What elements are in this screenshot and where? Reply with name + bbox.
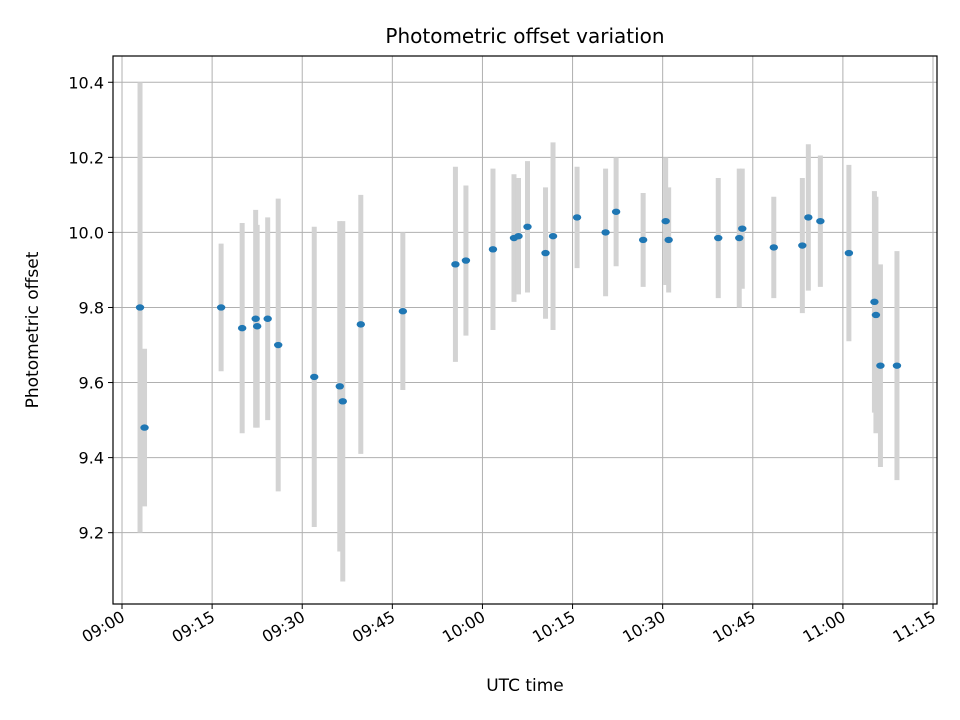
data-point <box>251 315 260 322</box>
data-point <box>844 249 854 257</box>
x-tick-label: 09:00 <box>79 607 128 647</box>
data-point <box>461 257 471 264</box>
data-point <box>338 398 347 405</box>
data-point <box>798 242 807 249</box>
x-tick-label: 10:15 <box>529 607 578 647</box>
data-point <box>638 236 648 244</box>
y-tick-label: 10.0 <box>68 223 104 242</box>
x-tick-label: 10:45 <box>709 607 758 647</box>
data-point <box>541 249 550 257</box>
grid <box>113 56 937 604</box>
x-tick-label: 09:45 <box>349 607 398 647</box>
data-point <box>140 424 149 431</box>
data-point <box>237 324 247 332</box>
y-tick-label: 9.2 <box>79 524 104 543</box>
y-tick-label: 9.4 <box>79 449 104 468</box>
data-point <box>769 244 779 251</box>
y-tick-label: 9.8 <box>79 298 104 317</box>
x-tick-label: 11:00 <box>799 607 848 647</box>
data-point <box>135 304 145 311</box>
data-point <box>523 223 532 230</box>
data-point <box>572 214 582 221</box>
x-tick-label: 10:30 <box>619 607 668 647</box>
data-point <box>216 304 226 311</box>
data-point <box>252 323 262 330</box>
x-tick-label: 09:15 <box>169 607 218 647</box>
y-tick-label: 10.4 <box>68 73 104 92</box>
y-tick-label: 10.2 <box>68 148 104 167</box>
data-point <box>274 341 283 349</box>
data-point <box>601 229 610 236</box>
chart-title: Photometric offset variation <box>385 24 664 48</box>
data-point <box>661 217 670 225</box>
plot-frame <box>112 55 938 605</box>
data-point <box>335 383 344 390</box>
y-axis-title: Photometric offset <box>23 251 43 408</box>
data-point <box>310 373 319 381</box>
data-point <box>892 362 902 369</box>
data-point <box>548 232 558 240</box>
data-point <box>451 261 460 268</box>
y-tick-label: 9.6 <box>79 374 104 393</box>
data-point <box>356 321 366 328</box>
data-point <box>738 225 747 232</box>
data-point <box>871 311 881 319</box>
data-point <box>870 298 879 306</box>
x-tick-label: 09:30 <box>259 607 308 647</box>
data-point <box>488 246 498 253</box>
x-axis-title: UTC time <box>486 676 564 696</box>
data-point <box>816 217 825 225</box>
data-point <box>804 214 813 221</box>
data-point <box>514 232 523 240</box>
data-point <box>735 234 744 242</box>
data-points <box>135 208 902 431</box>
data-point <box>664 236 673 244</box>
x-tick-label: 11:15 <box>890 607 939 647</box>
data-point <box>263 315 272 322</box>
x-tick-label: 10:00 <box>439 607 488 647</box>
data-point <box>876 362 885 369</box>
data-point <box>611 208 621 215</box>
data-point <box>714 234 723 242</box>
data-point <box>398 308 408 315</box>
